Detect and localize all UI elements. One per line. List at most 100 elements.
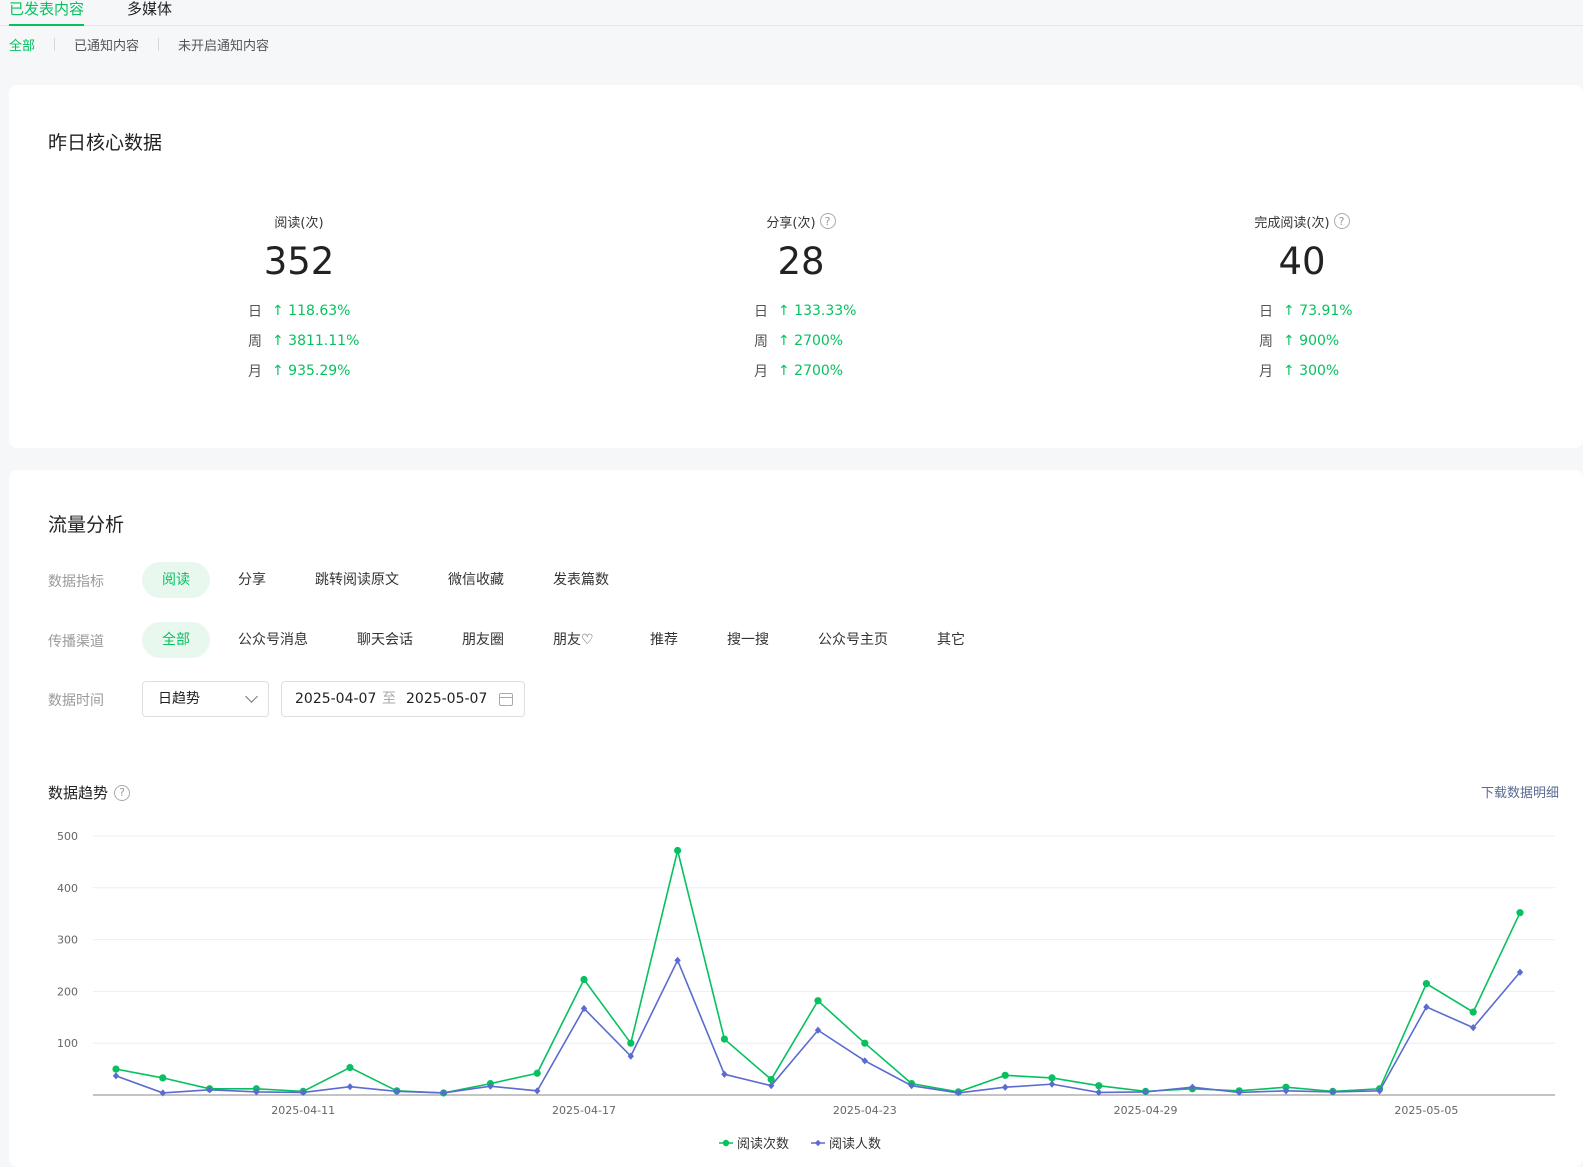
- legend[interactable]: 阅读次数 阅读人数: [719, 1136, 881, 1152]
- stat-value: 40: [1278, 240, 1326, 283]
- data-point[interactable]: [721, 1070, 728, 1078]
- data-point[interactable]: [346, 1083, 354, 1091]
- data-point[interactable]: [533, 1069, 541, 1077]
- metric-read-original[interactable]: 跳转阅读原文: [315, 572, 399, 588]
- channel-other[interactable]: 其它: [937, 632, 965, 648]
- data-point[interactable]: [253, 1088, 260, 1096]
- subtab-all[interactable]: 全部: [9, 38, 36, 54]
- data-point[interactable]: [440, 1089, 447, 1097]
- data-point[interactable]: [1282, 1083, 1290, 1091]
- data-point[interactable]: [1095, 1082, 1103, 1090]
- data-point[interactable]: [674, 846, 682, 855]
- data-point[interactable]: [1470, 1024, 1477, 1032]
- data-point[interactable]: [159, 1074, 167, 1082]
- stat-row-day: 日 ↑ 118.63%: [248, 296, 359, 326]
- data-point[interactable]: [1142, 1088, 1149, 1096]
- data-point[interactable]: [112, 1065, 120, 1073]
- channel-label: 传播渠道: [48, 634, 104, 650]
- help-icon[interactable]: ?: [114, 784, 131, 801]
- data-point[interactable]: [112, 1072, 120, 1080]
- data-point[interactable]: [861, 1039, 869, 1047]
- stat-share: 分享(次)? 28 日 ↑ 133.33% 周 ↑ 2700% 月 ↑ 2700%: [651, 212, 951, 380]
- help-icon[interactable]: ?: [1333, 213, 1350, 229]
- data-point[interactable]: [393, 1087, 400, 1095]
- data-point[interactable]: [346, 1063, 354, 1072]
- data-point[interactable]: [580, 975, 588, 984]
- download-data-link[interactable]: 下载数据明细: [1480, 786, 1559, 801]
- channel-all[interactable]: 全部: [142, 622, 210, 658]
- data-point[interactable]: [1048, 1080, 1056, 1088]
- x-tick-label: 2025-04-11: [271, 1104, 335, 1117]
- subtab-notified[interactable]: 已通知内容: [74, 38, 140, 54]
- data-point[interactable]: [814, 997, 822, 1005]
- stat-row-week: 周 ↑ 3811.11%: [248, 326, 359, 356]
- channel-chat[interactable]: 聊天会话: [357, 632, 413, 648]
- data-point[interactable]: [1329, 1088, 1336, 1096]
- time-label: 数据时间: [48, 693, 104, 709]
- channel-account-message[interactable]: 公众号消息: [238, 632, 308, 648]
- date-end[interactable]: 2025-05-07: [406, 691, 488, 707]
- top-tab-bar: 已发表内容 多媒体: [0, 0, 1583, 26]
- legend-label[interactable]: 阅读次数: [737, 1136, 789, 1152]
- help-icon[interactable]: ?: [819, 213, 836, 229]
- date-start[interactable]: 2025-04-07: [295, 691, 377, 707]
- date-range-picker[interactable]: 2025-04-07 至 2025-05-07: [281, 681, 525, 717]
- data-point[interactable]: [861, 1057, 868, 1065]
- channel-friends-like[interactable]: 朋友♡: [553, 632, 594, 648]
- data-point[interactable]: [206, 1086, 213, 1094]
- data-point[interactable]: [1423, 1003, 1430, 1011]
- data-point[interactable]: [1048, 1074, 1056, 1082]
- tab-published[interactable]: 已发表内容: [9, 0, 85, 26]
- channel-search[interactable]: 搜一搜: [727, 632, 769, 648]
- data-point[interactable]: [627, 1039, 635, 1047]
- period-label: 月: [754, 364, 768, 380]
- x-tick-label: 2025-04-17: [552, 1104, 616, 1117]
- data-point[interactable]: [627, 1052, 634, 1060]
- stat-label: 阅读(次): [149, 212, 449, 231]
- channel-moments[interactable]: 朋友圈: [462, 632, 504, 648]
- change-value: ↑ 118.63%: [272, 303, 351, 319]
- data-point[interactable]: [1376, 1087, 1383, 1095]
- data-point[interactable]: [1516, 909, 1524, 917]
- data-point[interactable]: [767, 1075, 775, 1084]
- data-point[interactable]: [908, 1082, 915, 1090]
- change-value: ↑ 900%: [1283, 333, 1340, 349]
- metric-read[interactable]: 阅读: [142, 562, 210, 598]
- data-point[interactable]: [1002, 1083, 1009, 1091]
- data-point[interactable]: [159, 1089, 166, 1097]
- metric-wechat-favorite[interactable]: 微信收藏: [448, 572, 504, 588]
- data-point[interactable]: [768, 1082, 775, 1090]
- y-tick-label: 300: [57, 934, 78, 947]
- divider: [54, 37, 56, 51]
- data-point[interactable]: [1001, 1071, 1009, 1079]
- change-value: ↑ 300%: [1283, 363, 1340, 379]
- data-point[interactable]: [1469, 1008, 1477, 1016]
- data-point[interactable]: [580, 1004, 588, 1013]
- data-point[interactable]: [300, 1088, 307, 1097]
- data-point[interactable]: [1422, 980, 1430, 988]
- data-point[interactable]: [1516, 968, 1524, 976]
- stat-rows: 日 ↑ 118.63% 周 ↑ 3811.11% 月 ↑ 935.29%: [248, 296, 359, 386]
- legend-label[interactable]: 阅读人数: [829, 1137, 881, 1152]
- data-point[interactable]: [674, 956, 681, 964]
- x-tick-label: 2025-04-29: [1114, 1104, 1178, 1117]
- channel-account-home[interactable]: 公众号主页: [818, 632, 888, 648]
- data-point[interactable]: [1282, 1087, 1290, 1095]
- metric-share[interactable]: 分享: [238, 572, 266, 588]
- data-point[interactable]: [1236, 1088, 1243, 1097]
- calendar-icon[interactable]: [499, 693, 513, 706]
- traffic-title: 流量分析: [48, 514, 125, 536]
- series-line: [115, 850, 1521, 1094]
- data-point[interactable]: [720, 1035, 729, 1043]
- core-data-title: 昨日核心数据: [48, 132, 163, 154]
- tab-multimedia[interactable]: 多媒体: [127, 0, 173, 18]
- channel-recommend[interactable]: 推荐: [650, 632, 678, 648]
- change-value: ↑ 2700%: [778, 363, 844, 379]
- data-point[interactable]: [955, 1089, 962, 1097]
- subtab-not-notified[interactable]: 未开启通知内容: [178, 38, 270, 54]
- granularity-select[interactable]: 日趋势: [142, 681, 269, 717]
- data-point[interactable]: [1095, 1088, 1102, 1097]
- data-point[interactable]: [487, 1082, 494, 1090]
- data-point[interactable]: [534, 1087, 541, 1095]
- metric-post-count[interactable]: 发表篇数: [553, 572, 609, 588]
